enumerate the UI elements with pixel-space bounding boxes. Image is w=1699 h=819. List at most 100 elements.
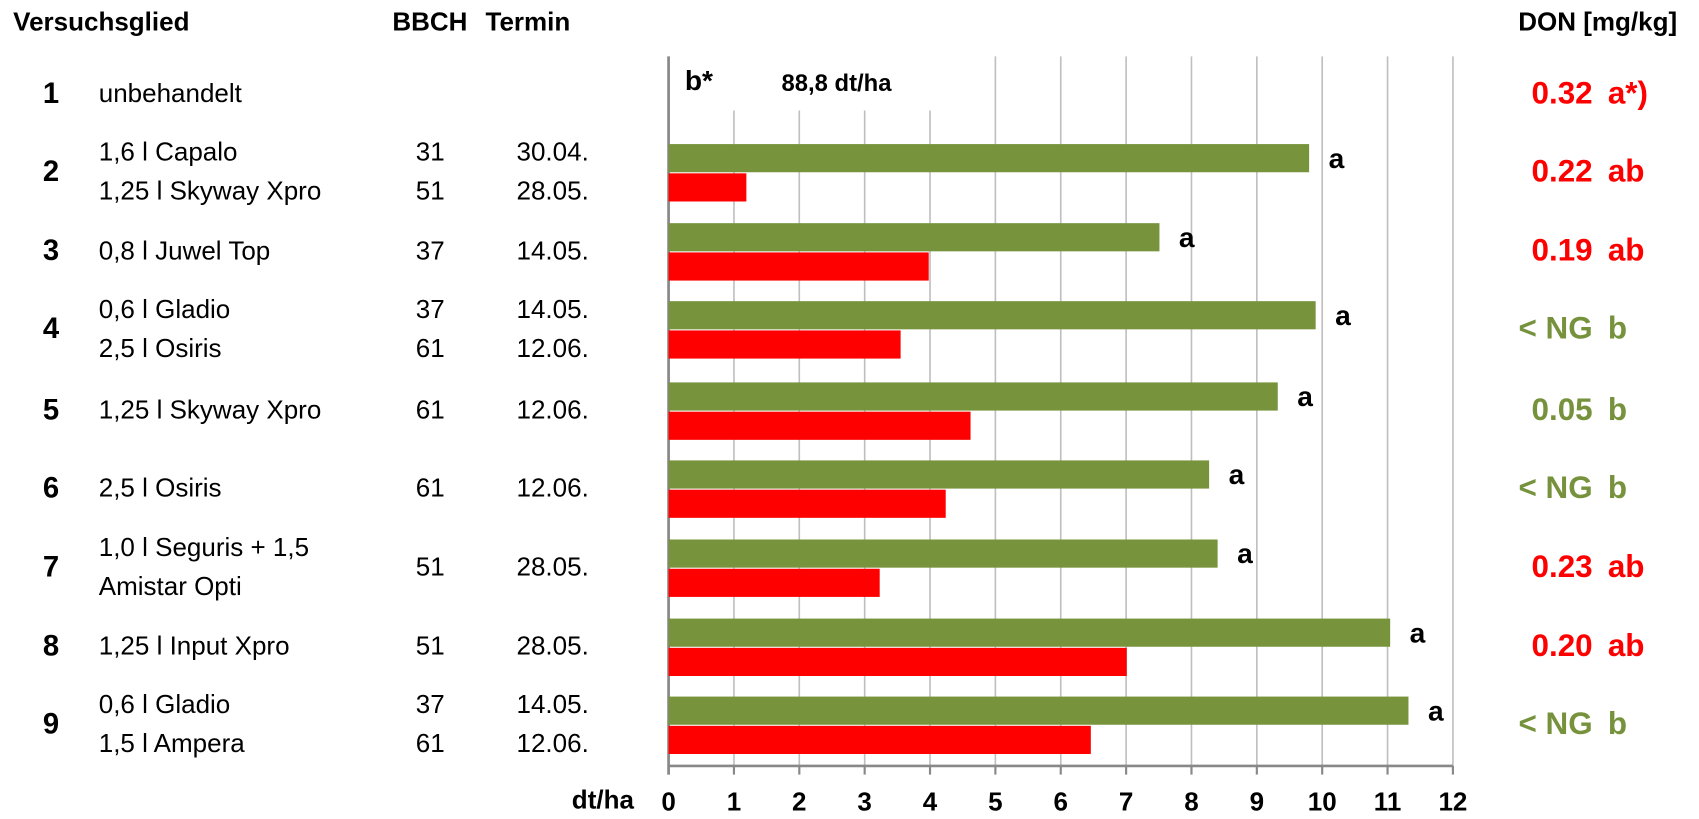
- bar: [668, 696, 1409, 725]
- bar: [668, 489, 946, 518]
- row-number: 5: [43, 394, 59, 426]
- x-tick-label: 5: [988, 787, 1002, 817]
- cell-bbch: 61: [416, 473, 445, 503]
- row-number: 7: [43, 551, 59, 583]
- cell-termin: 12.06.: [517, 728, 589, 758]
- don-letter: b: [1608, 706, 1627, 741]
- x-tick-label: 11: [1374, 787, 1402, 817]
- bar: [668, 301, 1316, 330]
- cell-products: 2,5 l Osiris: [99, 333, 222, 363]
- x-tick-label: 1: [727, 787, 741, 817]
- cell-products: 1,5 l Ampera: [99, 728, 246, 758]
- x-tick-label: 9: [1250, 787, 1264, 817]
- cell-bbch: 61: [416, 333, 445, 363]
- cell-products: 1,0 l Seguris + 1,5: [99, 532, 309, 562]
- row-number: 9: [43, 709, 59, 741]
- don-letter: a*): [1608, 76, 1648, 111]
- cell-bbch: 51: [416, 176, 445, 206]
- bar: [668, 539, 1218, 568]
- significance-letter: a: [1329, 143, 1345, 174]
- bar: [668, 144, 1310, 173]
- significance-letter: b*: [685, 65, 713, 96]
- row-number: 8: [43, 631, 59, 663]
- cell-termin: 28.05.: [517, 176, 589, 206]
- significance-letter: a: [1297, 381, 1313, 412]
- x-axis-label: dt/ha: [572, 785, 635, 815]
- don-letter: b: [1608, 392, 1627, 427]
- x-tick-label: 4: [923, 787, 938, 817]
- significance-letter: a: [1428, 695, 1444, 726]
- bar: [668, 330, 901, 359]
- row-number: 3: [43, 235, 59, 267]
- significance-letter: a: [1335, 300, 1351, 331]
- cell-products: 1,25 l Input Xpro: [99, 631, 290, 661]
- cell-bbch: 51: [416, 552, 445, 582]
- cell-products: 1,25 l Skyway Xpro: [99, 395, 322, 425]
- don-letter: ab: [1608, 628, 1645, 663]
- cell-termin: 12.06.: [517, 395, 589, 425]
- cell-products: 0,6 l Gladio: [99, 294, 231, 324]
- cell-bbch: 37: [416, 689, 445, 719]
- annotation-box: [731, 54, 942, 111]
- cell-products: Amistar Opti: [99, 571, 242, 601]
- don-value: 0.20: [1532, 628, 1593, 663]
- bar: [668, 223, 1160, 252]
- x-tick-label: 7: [1119, 787, 1133, 817]
- row-number: 6: [43, 472, 59, 504]
- don-letter: ab: [1608, 549, 1645, 584]
- don-value: < NG: [1518, 311, 1592, 346]
- don-value: < NG: [1518, 470, 1592, 505]
- bar: [668, 252, 929, 281]
- cell-products: unbehandelt: [99, 78, 243, 108]
- cell-termin: 12.06.: [517, 333, 589, 363]
- don-letter: ab: [1608, 154, 1645, 189]
- don-letter: b: [1608, 470, 1627, 505]
- cell-termin: 30.04.: [517, 137, 589, 167]
- don-value: 0.32: [1532, 76, 1593, 111]
- cell-termin: 14.05.: [517, 235, 589, 265]
- don-value: 0.23: [1532, 549, 1593, 584]
- don-value: 0.22: [1532, 154, 1593, 189]
- cell-bbch: 61: [416, 395, 445, 425]
- significance-letter: a: [1410, 617, 1426, 648]
- cell-bbch: 37: [416, 235, 445, 265]
- cell-bbch: 37: [416, 294, 445, 324]
- cell-bbch: 51: [416, 631, 445, 661]
- don-value: 0.05: [1532, 392, 1593, 427]
- x-tick-label: 12: [1438, 787, 1467, 817]
- x-tick-label: 8: [1184, 787, 1198, 817]
- bar: [668, 647, 1127, 676]
- cell-termin: 28.05.: [517, 552, 589, 582]
- annotation: 88,8 dt/ha: [782, 70, 893, 97]
- cell-products: 0,8 l Juwel Top: [99, 235, 271, 265]
- bar: [668, 173, 747, 202]
- cell-termin: 28.05.: [517, 631, 589, 661]
- significance-letter: a: [1179, 222, 1195, 253]
- bar: [668, 460, 1210, 489]
- cell-products: 1,6 l Capalo: [99, 137, 238, 167]
- significance-letter: a: [1237, 538, 1253, 569]
- row-number: 4: [43, 313, 60, 345]
- don-value: < NG: [1518, 706, 1592, 741]
- don-value: 0.19: [1532, 233, 1593, 268]
- cell-termin: 14.05.: [517, 689, 589, 719]
- x-tick-label: 3: [857, 787, 871, 817]
- row-number: 1: [43, 78, 59, 110]
- cell-bbch: 31: [416, 137, 445, 167]
- x-tick-label: 10: [1308, 787, 1337, 817]
- header: Termin: [485, 7, 570, 37]
- cell-termin: 12.06.: [517, 473, 589, 503]
- header: DON [mg/kg]: [1518, 7, 1677, 37]
- row-number: 2: [43, 156, 59, 188]
- x-tick-label: 2: [792, 787, 806, 817]
- bar: [668, 382, 1278, 411]
- don-letter: b: [1608, 311, 1627, 346]
- x-tick-label: 0: [661, 787, 675, 817]
- significance-letter: a: [1229, 459, 1245, 490]
- cell-bbch: 61: [416, 728, 445, 758]
- bar: [668, 618, 1391, 647]
- bar: [668, 725, 1091, 754]
- header: BBCH: [392, 7, 467, 37]
- cell-products: 2,5 l Osiris: [99, 473, 222, 503]
